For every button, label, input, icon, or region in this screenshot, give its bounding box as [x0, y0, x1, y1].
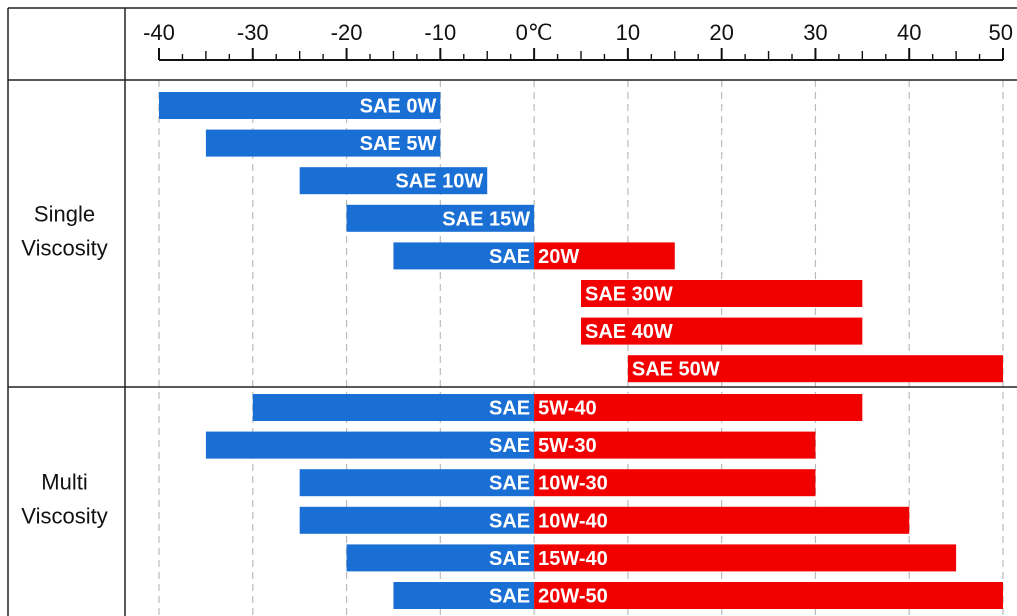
bar-label-red: SAE 40W — [585, 321, 673, 343]
group-label-line: Viscosity — [21, 236, 107, 261]
bar-label-blue: SAE 10W — [395, 171, 483, 193]
x-tick-label: -20 — [331, 20, 363, 45]
bar-label-blue: SAE — [489, 246, 530, 268]
bar-label-blue: SAE — [489, 510, 530, 532]
x-tick-label: 40 — [897, 20, 921, 45]
bar-label-blue: SAE — [489, 435, 530, 457]
bar-label-blue: SAE — [489, 398, 530, 420]
bar-label-blue: SAE 0W — [360, 96, 437, 118]
x-tick-label: 30 — [803, 20, 827, 45]
x-tick-label: -30 — [237, 20, 269, 45]
bar-label-red: 10W-40 — [538, 510, 608, 532]
axis-layer: -40 -30 -20 -10 0℃ 10 20 30 40 50 — [143, 20, 1013, 60]
x-tick-label: -40 — [143, 20, 175, 45]
bar-label-red: 10W-30 — [538, 473, 608, 495]
bar-label-red: 5W-30 — [538, 435, 597, 457]
x-tick-label: 0℃ — [516, 20, 553, 45]
bar-label-blue: SAE — [489, 548, 530, 570]
bar-label-blue: SAE — [489, 473, 530, 495]
grid-layer — [159, 80, 1003, 616]
bar-label-blue: SAE 5W — [360, 133, 437, 155]
bar-segment-below-zero — [206, 432, 534, 459]
x-tick-label: 10 — [616, 20, 640, 45]
bar-label-red: SAE 50W — [632, 359, 720, 381]
bar-label-blue: SAE — [489, 586, 530, 608]
group-label-line: Single — [34, 202, 95, 227]
group-label-line: Multi — [41, 470, 87, 495]
bar-label-red: 20W — [538, 246, 579, 268]
bar-label-red: 5W-40 — [538, 398, 597, 420]
bar-label-red: 15W-40 — [538, 548, 608, 570]
x-tick-label: 20 — [709, 20, 733, 45]
bar-label-red: SAE 30W — [585, 284, 673, 306]
x-tick-label: 50 — [989, 20, 1013, 45]
group-label-line: Viscosity — [21, 504, 107, 529]
x-tick-label: -10 — [424, 20, 456, 45]
bar-label-red: 20W-50 — [538, 586, 608, 608]
bar-label-blue: SAE 15W — [442, 208, 530, 230]
